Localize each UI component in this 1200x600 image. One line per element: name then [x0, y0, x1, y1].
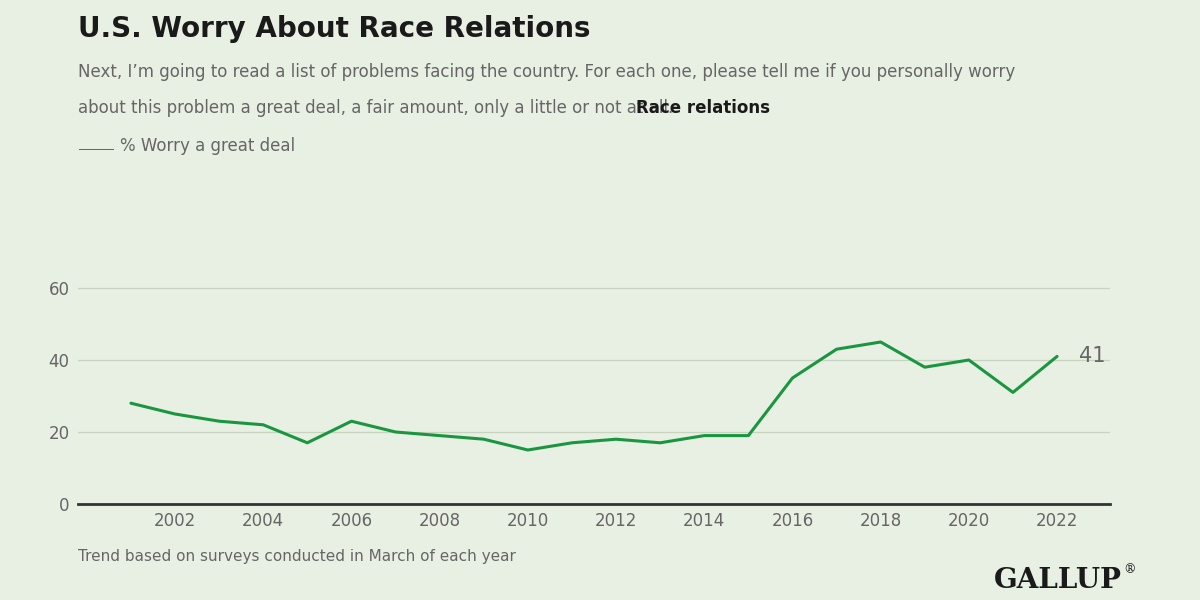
Text: U.S. Worry About Race Relations: U.S. Worry About Race Relations [78, 15, 590, 43]
Text: Trend based on surveys conducted in March of each year: Trend based on surveys conducted in Marc… [78, 549, 516, 564]
Text: about this problem a great deal, a fair amount, only a little or not at all.: about this problem a great deal, a fair … [78, 99, 689, 117]
Text: % Worry a great deal: % Worry a great deal [120, 137, 295, 155]
Text: Next, I’m going to read a list of problems facing the country. For each one, ple: Next, I’m going to read a list of proble… [78, 63, 1015, 81]
Text: GALLUP: GALLUP [994, 567, 1122, 594]
Text: Race relations: Race relations [636, 99, 770, 117]
Text: 41: 41 [1079, 346, 1105, 367]
Text: ®: ® [1123, 563, 1135, 576]
